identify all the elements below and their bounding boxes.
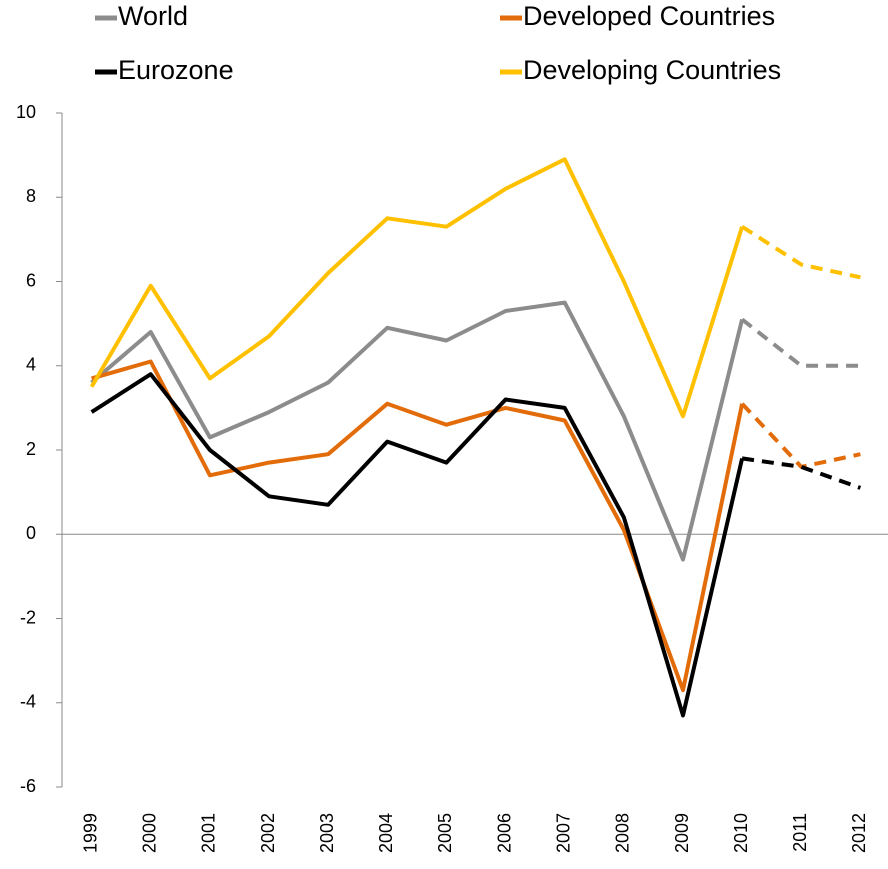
y-tick-label: 10: [16, 102, 36, 122]
x-tick-label: 2011: [790, 813, 810, 852]
series-line: [91, 359, 745, 693]
forecast-line: [741, 456, 862, 490]
series-line: [90, 372, 745, 718]
y-tick-label: 8: [26, 186, 36, 206]
x-tick-label: 2009: [672, 813, 692, 853]
y-tick-label: 6: [26, 270, 36, 290]
x-tick-label: 2002: [258, 813, 278, 853]
x-tick-label: 2003: [317, 813, 337, 853]
x-tick-label: 2010: [731, 813, 751, 853]
legend-label: Eurozone: [118, 55, 234, 85]
y-tick-label: 4: [26, 355, 36, 375]
y-tick-label: -6: [20, 776, 36, 796]
y-tick-label: 2: [26, 439, 36, 459]
series-line: [90, 300, 745, 562]
series-line: [89, 157, 745, 419]
x-tick-label: 2006: [494, 813, 514, 853]
x-tick-label: 1999: [80, 813, 100, 853]
y-tick-label: -2: [20, 607, 36, 627]
x-tick-label: 2004: [376, 813, 396, 853]
x-tick-label: 2000: [139, 813, 159, 853]
x-tick-label: 2008: [613, 813, 633, 853]
legend-label: World: [118, 1, 188, 31]
x-tick-label: 2007: [553, 813, 573, 853]
x-tick-label: 2001: [199, 813, 219, 853]
x-tick-label: 2012: [849, 813, 869, 853]
legend-label: Developed Countries: [523, 1, 775, 31]
y-tick-label: -4: [20, 692, 36, 712]
y-tick-label: 0: [26, 523, 36, 543]
forecast-line: [741, 225, 861, 280]
x-tick-label: 2005: [435, 813, 455, 853]
forecast-line: [740, 317, 861, 368]
legend-label: Developing Countries: [523, 55, 781, 85]
forecast-line: [740, 402, 861, 469]
